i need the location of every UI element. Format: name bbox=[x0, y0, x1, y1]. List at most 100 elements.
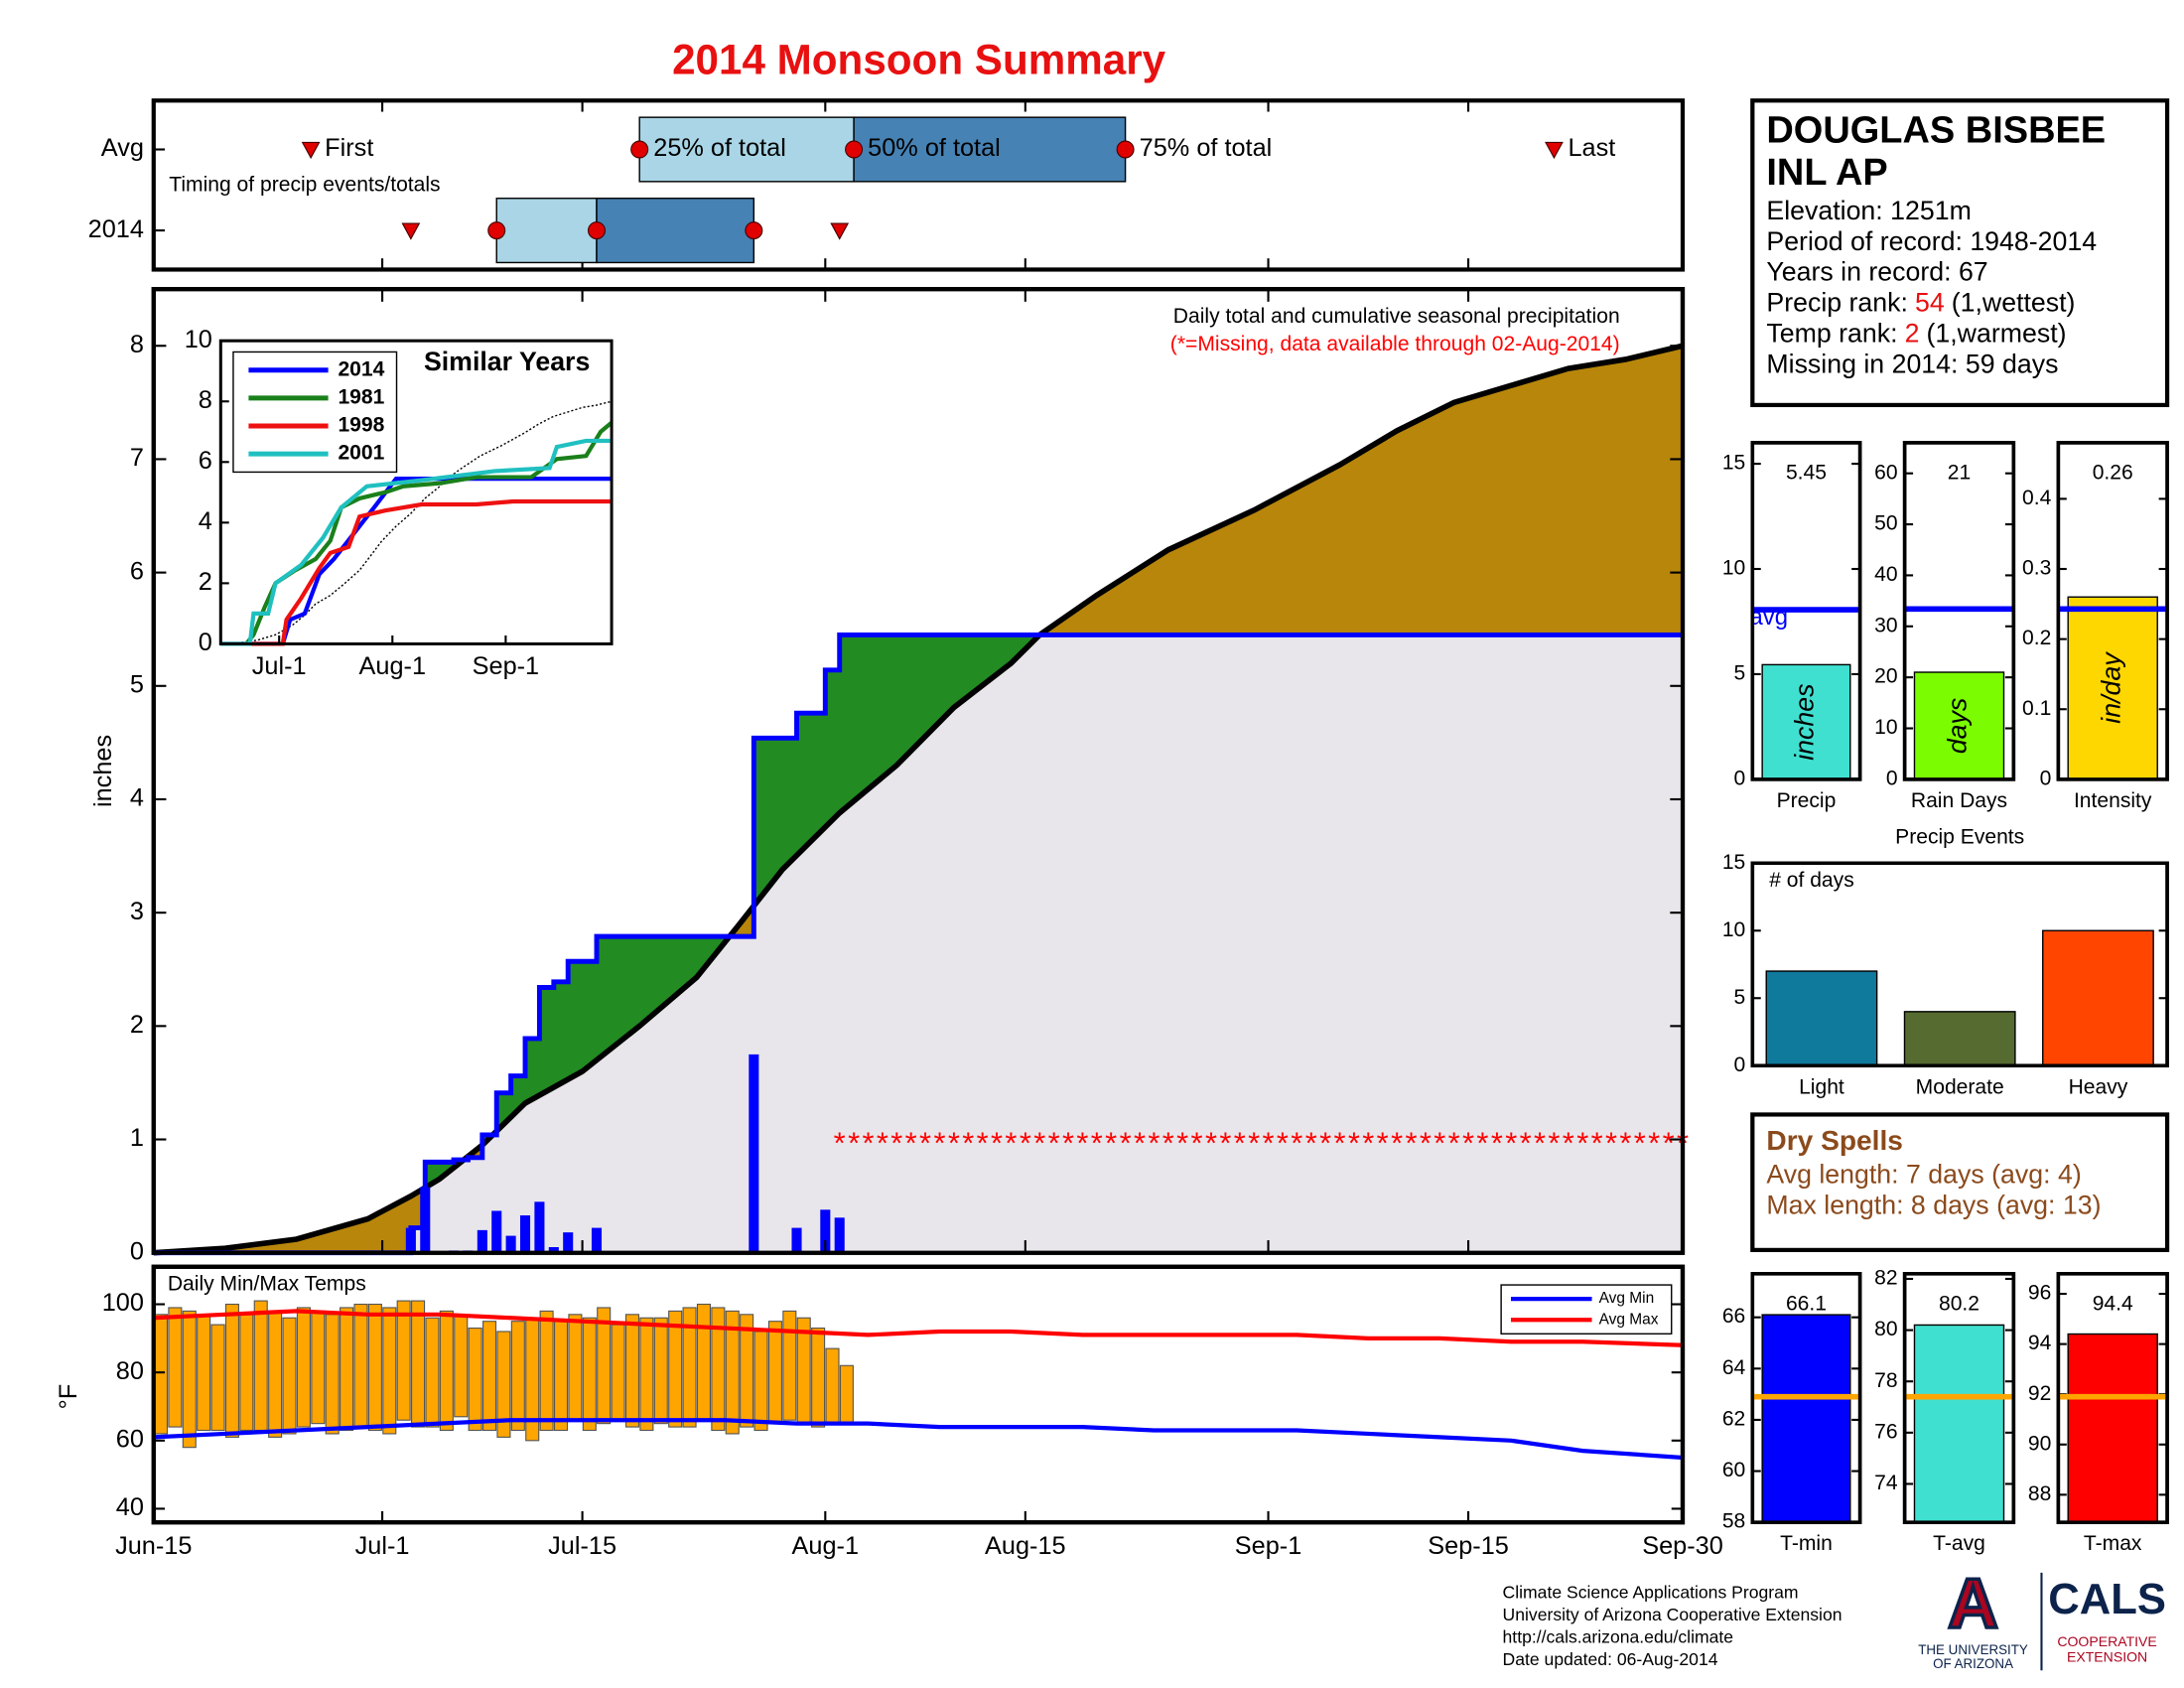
missing-marker: * bbox=[991, 1125, 1003, 1160]
temp-bar bbox=[668, 1310, 683, 1428]
temp-bar bbox=[711, 1307, 726, 1432]
y-tick-label: 50 bbox=[1874, 512, 1897, 535]
total-marker bbox=[630, 140, 649, 159]
marker-label: First bbox=[325, 134, 373, 162]
temp-bar bbox=[210, 1324, 225, 1432]
temp-bar bbox=[468, 1327, 482, 1432]
temp-bar bbox=[168, 1307, 183, 1428]
missing-marker: * bbox=[834, 1125, 846, 1160]
y-tick-label: 60 bbox=[116, 1425, 144, 1453]
temp-bar bbox=[153, 1314, 169, 1435]
missing-marker: * bbox=[1391, 1125, 1403, 1160]
y-tick-label: 78 bbox=[1874, 1369, 1897, 1392]
missing-marker: * bbox=[1305, 1125, 1317, 1160]
category-label: Rain Days bbox=[1911, 789, 2007, 812]
temp-bar bbox=[425, 1317, 440, 1428]
daily-bar bbox=[548, 1246, 559, 1253]
y-tick-label: 15 bbox=[1722, 452, 1745, 475]
station-missing: Missing in 2014: 59 days bbox=[1766, 350, 2058, 379]
avg-temp-line bbox=[153, 1418, 1684, 1461]
missing-marker: * bbox=[1277, 1125, 1289, 1160]
rank-label: Precip rank: bbox=[1766, 288, 1908, 318]
daily-bar bbox=[791, 1227, 802, 1253]
footer-line: http://cals.arizona.edu/climate bbox=[1503, 1627, 1734, 1647]
y-tick-label: 0 bbox=[1734, 1054, 1746, 1076]
y-tick-label: 6 bbox=[199, 447, 212, 475]
daily-bar bbox=[591, 1227, 603, 1253]
x-tick-label: Sep-15 bbox=[1428, 1532, 1509, 1560]
y-tick-label: 8 bbox=[130, 331, 144, 358]
missing-marker: * bbox=[1134, 1125, 1146, 1160]
y-tick-label: 0.3 bbox=[2022, 557, 2051, 580]
daily-bar bbox=[563, 1232, 574, 1253]
y-tick-label: 0 bbox=[1886, 767, 1898, 789]
missing-marker: * bbox=[1291, 1125, 1302, 1160]
temp-bar bbox=[639, 1317, 654, 1432]
temp-bar bbox=[340, 1307, 354, 1432]
missing-marker: * bbox=[948, 1125, 960, 1160]
daily-bar bbox=[477, 1229, 487, 1253]
extension-name: EXTENSION bbox=[2067, 1648, 2147, 1664]
daily-bar bbox=[491, 1210, 502, 1253]
y-tick-label: 64 bbox=[1722, 1356, 1746, 1379]
temp-bar bbox=[767, 1321, 782, 1425]
missing-marker: * bbox=[1076, 1125, 1088, 1160]
missing-marker: * bbox=[1219, 1125, 1231, 1160]
missing-marker: * bbox=[862, 1125, 874, 1160]
y-tick-label: 0 bbox=[2040, 767, 2052, 789]
missing-marker: * bbox=[1462, 1125, 1474, 1160]
missing-marker: * bbox=[1234, 1125, 1246, 1160]
missing-marker: * bbox=[1263, 1125, 1275, 1160]
average-label: avg bbox=[1750, 604, 1789, 631]
station-info: Elevation: 1251m bbox=[1766, 196, 1971, 225]
temp-bar bbox=[182, 1310, 197, 1449]
bar bbox=[1913, 1324, 2005, 1523]
bar bbox=[2067, 1333, 2158, 1523]
y-tick-label: 8 bbox=[199, 386, 212, 414]
bar bbox=[2067, 596, 2158, 780]
missing-marker: * bbox=[1491, 1125, 1503, 1160]
station-rank: Precip rank: 54 (1,wettest) bbox=[1766, 288, 2075, 318]
y-tick-label: 6 bbox=[130, 557, 144, 585]
missing-marker: * bbox=[1405, 1125, 1417, 1160]
y-tick-label: 4 bbox=[130, 784, 144, 812]
temp-title: Daily Min/Max Temps bbox=[168, 1273, 366, 1296]
dry-spells-title: Dry Spells bbox=[1766, 1125, 1903, 1156]
x-tick-label: Sep-1 bbox=[473, 652, 540, 680]
y-tick-label: 0 bbox=[199, 629, 212, 656]
y-tick-label: 2 bbox=[199, 568, 212, 596]
daily-bar bbox=[834, 1217, 845, 1253]
y-tick-label: 0 bbox=[130, 1237, 144, 1265]
bar bbox=[1761, 1314, 1851, 1523]
missing-marker: * bbox=[877, 1125, 888, 1160]
x-tick-label: Jul-15 bbox=[548, 1532, 616, 1560]
missing-marker: * bbox=[919, 1125, 931, 1160]
temp-bar bbox=[568, 1314, 583, 1421]
event-marker bbox=[830, 222, 850, 240]
daily-bar bbox=[505, 1235, 516, 1253]
y-tick-label: 5 bbox=[130, 670, 144, 698]
temp-bar bbox=[611, 1324, 625, 1421]
category-label: T-max bbox=[2084, 1532, 2142, 1555]
missing-marker: * bbox=[1105, 1125, 1117, 1160]
cumulative-line bbox=[153, 632, 1683, 1256]
y-axis-label: inches bbox=[89, 735, 117, 807]
missing-marker: * bbox=[1605, 1125, 1617, 1160]
x-tick-label: Jul-1 bbox=[355, 1532, 410, 1560]
y-tick-label: 76 bbox=[1874, 1420, 1897, 1443]
missing-marker: * bbox=[1162, 1125, 1174, 1160]
bar bbox=[1913, 671, 2005, 780]
missing-marker: * bbox=[1563, 1125, 1574, 1160]
y-tick-label: 10 bbox=[1874, 716, 1897, 739]
value-label: 94.4 bbox=[2093, 1292, 2133, 1315]
missing-marker: * bbox=[848, 1125, 860, 1160]
temp-bar bbox=[239, 1314, 254, 1432]
bar-border bbox=[2056, 1272, 2169, 1524]
total-marker bbox=[588, 221, 607, 240]
bar bbox=[1765, 970, 1878, 1066]
missing-marker: * bbox=[1048, 1125, 1060, 1160]
y-tick-label: 10 bbox=[1722, 557, 1745, 580]
temp-bar bbox=[782, 1310, 797, 1421]
value-label: 5.45 bbox=[1786, 461, 1827, 484]
bar-border bbox=[1750, 861, 2169, 1067]
